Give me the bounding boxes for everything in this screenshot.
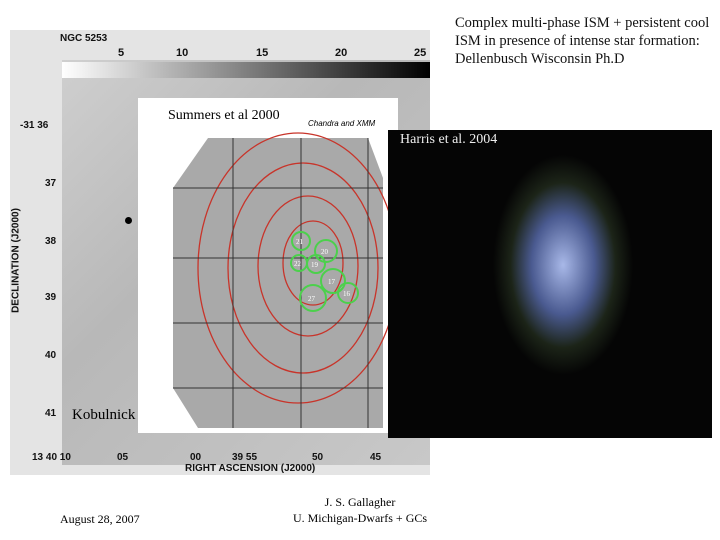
source-label: 17 — [328, 278, 336, 286]
star — [125, 217, 132, 224]
overlay-image: 21 20 19 17 22 27 16 Chandra and XMM — [138, 98, 398, 433]
credit-label: Harris et al. 2004 — [400, 132, 498, 147]
affiliation: U. Michigan-Dwarfs + GCs — [292, 511, 428, 525]
scale-label: 10 — [176, 47, 189, 59]
grid — [173, 138, 383, 428]
source-label: 21 — [296, 238, 304, 246]
source-label: 16 — [343, 290, 351, 298]
dec-tick: 41 — [45, 408, 57, 419]
slide-title: Complex multi-phase ISM + persistent coo… — [455, 15, 710, 67]
source-label: 20 — [321, 248, 329, 256]
dec-tick: 40 — [45, 350, 57, 361]
dec-label: DECLINATION (J2000) — [10, 208, 22, 313]
footer-date: August 28, 2007 — [60, 512, 140, 526]
right-image — [388, 130, 712, 438]
dec-tick: -31 36 — [20, 120, 49, 131]
source-circles — [290, 231, 359, 312]
ra-label: RIGHT ASCENSION (J2000) — [185, 463, 316, 474]
scale-label: 20 — [335, 47, 348, 59]
dec-tick: 39 — [45, 292, 57, 303]
ra-tick: 45 — [370, 452, 382, 463]
dec-tick: 37 — [45, 178, 57, 189]
object-label: NGC 5253 — [60, 33, 108, 44]
dec-tick: 38 — [45, 236, 57, 247]
xray-field — [173, 138, 383, 428]
scale-label: 15 — [256, 47, 269, 59]
scale-label: 5 — [118, 47, 125, 59]
credit-label: Kobulnick — [72, 407, 136, 423]
source-label: 19 — [311, 261, 319, 269]
contours — [197, 132, 398, 404]
author: J. S. Gallagher — [324, 495, 396, 509]
source-label: 27 — [308, 295, 316, 303]
ra-tick: 39 55 — [232, 452, 258, 463]
ra-tick: 13 40 10 — [32, 452, 71, 463]
ra-tick: 05 — [117, 452, 129, 463]
ra-tick: 00 — [190, 452, 202, 463]
footer-author: J. S. Gallagher U. Michigan-Dwarfs + GCs — [270, 494, 450, 526]
credit-label: Summers et al 2000 — [168, 108, 280, 123]
source-label: 22 — [294, 260, 302, 268]
ra-tick: 50 — [312, 452, 324, 463]
scale-bar — [62, 62, 430, 78]
scale-label: 25 — [414, 47, 427, 59]
instrument-label: Chandra and XMM — [308, 119, 375, 128]
